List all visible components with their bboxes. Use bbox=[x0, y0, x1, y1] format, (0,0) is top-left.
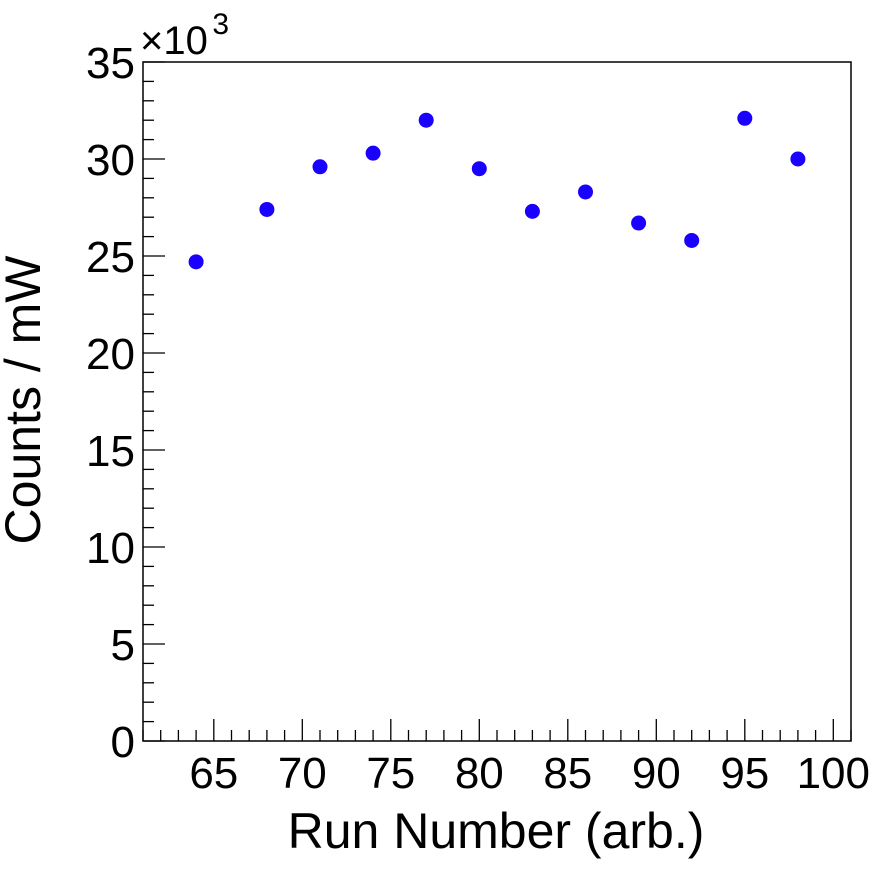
x-tick-label: 75 bbox=[366, 749, 415, 798]
data-point bbox=[418, 112, 434, 128]
y-axis-ticks bbox=[143, 61, 165, 742]
x-tick-label: 90 bbox=[632, 749, 681, 798]
y-tick-label: 0 bbox=[111, 718, 135, 767]
y-tick-label: 30 bbox=[86, 136, 135, 185]
x-tick-label: 85 bbox=[543, 749, 592, 798]
y-axis-exponent: ×10 3 bbox=[140, 8, 229, 63]
y-axis-title: Counts / mW bbox=[0, 255, 51, 545]
data-point bbox=[790, 151, 806, 167]
data-points bbox=[188, 110, 806, 270]
x-axis-title: Run Number (arb.) bbox=[288, 803, 705, 859]
x-axis-tick-labels: 65 70 75 80 85 90 95 100 bbox=[189, 749, 870, 798]
data-point bbox=[312, 159, 328, 175]
data-point bbox=[365, 145, 381, 161]
y-tick-label: 5 bbox=[111, 621, 135, 670]
data-point bbox=[188, 254, 204, 270]
data-point bbox=[471, 161, 487, 177]
data-point bbox=[524, 203, 540, 219]
y-tick-label: 35 bbox=[86, 39, 135, 88]
plot-frame bbox=[142, 61, 852, 742]
y-axis-exponent-power: 3 bbox=[212, 8, 229, 41]
y-tick-label: 15 bbox=[86, 427, 135, 476]
data-point bbox=[631, 215, 647, 231]
x-tick-label: 95 bbox=[720, 749, 769, 798]
x-axis-ticks bbox=[142, 719, 852, 741]
x-tick-label: 100 bbox=[797, 749, 870, 798]
y-axis-tick-labels: 0 5 10 15 20 25 30 35 bbox=[86, 39, 135, 767]
data-point bbox=[578, 184, 593, 200]
y-tick-label: 20 bbox=[86, 330, 135, 379]
y-tick-label: 10 bbox=[86, 524, 135, 573]
data-point bbox=[684, 232, 700, 248]
y-axis-exponent-base: ×10 bbox=[140, 19, 208, 63]
y-tick-label: 25 bbox=[86, 233, 135, 282]
data-point bbox=[737, 110, 753, 126]
x-tick-label: 80 bbox=[455, 749, 504, 798]
x-tick-label: 65 bbox=[189, 749, 238, 798]
data-point bbox=[259, 201, 275, 217]
x-tick-label: 70 bbox=[278, 749, 327, 798]
